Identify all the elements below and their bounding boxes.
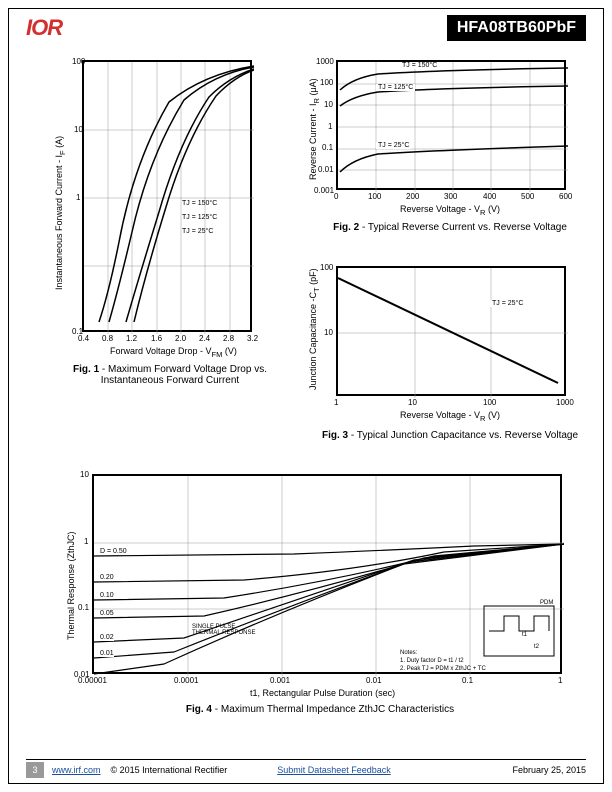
fig2-x400: 400	[483, 192, 496, 201]
footer-feedback-link[interactable]: Submit Datasheet Feedback	[277, 765, 391, 775]
footer: 3 www.irf.com © 2015 International Recti…	[26, 762, 586, 778]
header: IOR HFA08TB60PbF	[26, 14, 586, 42]
fig3-x10: 10	[408, 398, 417, 407]
fig4-x1e2: 0.01	[366, 676, 382, 685]
fig4-y10: 10	[80, 470, 89, 479]
fig4-x1e3: 0.001	[270, 676, 290, 685]
fig4-x1e5: 0.00001	[78, 676, 107, 685]
fig1-x28: 2.8	[223, 334, 234, 343]
fig4-note2: 2. Peak TJ = PDM x ZthJC + TC	[400, 666, 486, 672]
fig4-svg	[94, 476, 564, 676]
fig2-x0: 0	[334, 192, 338, 201]
fig4-d05: 0.05	[100, 610, 114, 617]
fig1-x08: 0.8	[102, 334, 113, 343]
fig3-x1000: 1000	[556, 398, 574, 407]
fig3-y100: 100	[320, 263, 333, 272]
fig4-ylabel: Thermal Response (ZthJC)	[66, 531, 76, 640]
fig1-plot	[82, 60, 252, 332]
fig1-label-25: TJ = 25°C	[182, 228, 213, 235]
fig2-y01: 0.1	[322, 143, 333, 152]
fig4-caption: Fig. 4 - Maximum Thermal Impedance ZthJC…	[160, 704, 480, 715]
fig4-x1: 1	[558, 676, 562, 685]
fig1-x04: 0.4	[78, 334, 89, 343]
fig1-y100: 100	[72, 57, 85, 66]
fig4-pdm: PDM	[540, 600, 553, 606]
fig1-x32: 3.2	[247, 334, 258, 343]
fig1-label-150: TJ = 150°C	[182, 200, 217, 207]
fig4-t2: t2	[534, 644, 539, 650]
fig2-svg	[338, 62, 568, 192]
fig2-y100: 100	[320, 78, 333, 87]
fig4-xlabel: t1, Rectangular Pulse Duration (sec)	[250, 688, 395, 698]
fig1-caption: Fig. 1 - Maximum Forward Voltage Drop vs…	[70, 364, 270, 386]
fig4-t1: t1	[522, 632, 527, 638]
fig4-plot	[92, 474, 562, 674]
fig2-label-25: TJ = 25°C	[376, 142, 411, 149]
fig3-x1: 1	[334, 398, 338, 407]
fig2-x200: 200	[406, 192, 419, 201]
fig1-label-125: TJ = 125°C	[182, 214, 217, 221]
fig1-x20: 2.0	[175, 334, 186, 343]
fig3-y10: 10	[324, 328, 333, 337]
fig4-d50: D = 0.50	[100, 548, 127, 555]
fig3-plot	[336, 266, 566, 396]
logo: IOR	[26, 15, 62, 41]
fig4-d10: 0.10	[100, 592, 114, 599]
footer-copyright: © 2015 International Rectifier	[111, 765, 228, 775]
fig2-y0001: 0.001	[314, 186, 334, 195]
fig4-x1e4: 0.0001	[174, 676, 198, 685]
footer-url[interactable]: www.irf.com	[52, 765, 101, 775]
fig4-d01: 0.01	[100, 650, 114, 657]
fig1-y10: 10	[74, 125, 83, 134]
fig4-x1e1: 0.1	[462, 676, 473, 685]
fig2-y1000: 1000	[316, 57, 334, 66]
fig2-ylabel: Reverse Current - IR (μA)	[308, 78, 321, 180]
fig2-caption: Fig. 2 - Typical Reverse Current vs. Rev…	[320, 222, 580, 233]
fig2-x300: 300	[444, 192, 457, 201]
footer-rule	[26, 759, 586, 760]
fig4-y01: 0.1	[78, 603, 89, 612]
fig3-label-25: TJ = 25°C	[490, 300, 525, 307]
fig4-note1: 1. Duty factor D = t1 / t2	[400, 658, 464, 664]
fig1-xlabel: Forward Voltage Drop - VFM (V)	[110, 346, 237, 359]
fig3-ylabel: Junction Capacitance -CT (pF)	[308, 268, 321, 390]
fig4-d02: 0.02	[100, 634, 114, 641]
fig1-x16: 1.6	[151, 334, 162, 343]
fig2-y1: 1	[328, 122, 332, 131]
page-number: 3	[26, 762, 44, 778]
fig2-label-125: TJ = 125°C	[376, 84, 415, 91]
fig4-notes-title: Notes:	[400, 650, 417, 656]
fig2-x500: 500	[521, 192, 534, 201]
fig1-x24: 2.4	[199, 334, 210, 343]
footer-date: February 25, 2015	[512, 765, 586, 775]
fig3-x100: 100	[483, 398, 496, 407]
fig4-d20: 0.20	[100, 574, 114, 581]
fig3-svg	[338, 268, 568, 398]
fig1-ylabel: Instantaneous Forward Current - IF (A)	[54, 136, 67, 290]
fig2-plot	[336, 60, 566, 190]
part-number: HFA08TB60PbF	[447, 15, 586, 41]
fig1-x12: 1.2	[126, 334, 137, 343]
fig2-x100: 100	[368, 192, 381, 201]
fig1-y1: 1	[76, 193, 80, 202]
fig3-caption: Fig. 3 - Typical Junction Capacitance vs…	[300, 430, 600, 441]
fig4-single-pulse: SINGLE PULSE THERMAL RESPONSE	[192, 624, 255, 636]
fig2-label-150: TJ = 150°C	[400, 62, 439, 69]
fig2-x600: 600	[559, 192, 572, 201]
fig4-y1: 1	[84, 537, 88, 546]
fig1-svg	[84, 62, 254, 334]
fig3-xlabel: Reverse Voltage - VR (V)	[400, 410, 500, 423]
fig2-y10: 10	[324, 100, 333, 109]
fig2-xlabel: Reverse Voltage - VR (V)	[400, 204, 500, 217]
